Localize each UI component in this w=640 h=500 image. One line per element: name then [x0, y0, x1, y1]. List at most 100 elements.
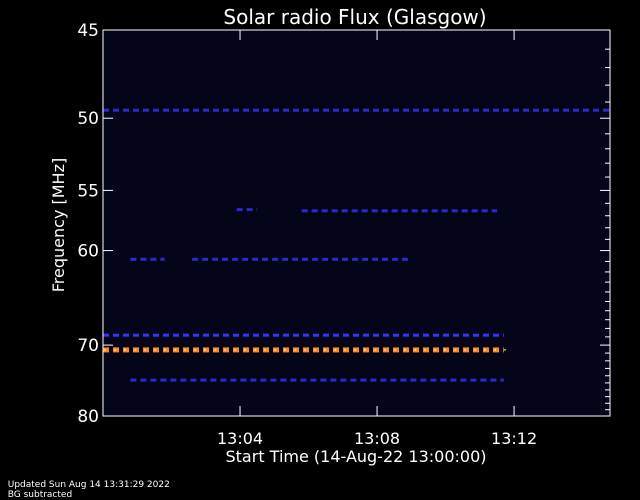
band-segment	[333, 108, 339, 112]
band-segment	[372, 257, 379, 261]
band-segment	[220, 378, 227, 382]
band-segment	[450, 378, 457, 382]
band-segment	[490, 378, 497, 382]
band-segment	[252, 257, 259, 261]
band-segment	[362, 257, 369, 261]
band-segment	[190, 378, 197, 382]
band-segment	[361, 209, 368, 213]
band-core	[454, 349, 456, 351]
band-segment	[491, 209, 497, 213]
band-segment	[202, 257, 209, 261]
band-segment	[333, 333, 339, 337]
band-segment	[441, 209, 448, 213]
band-segment	[513, 108, 519, 112]
band-segment	[233, 108, 239, 112]
band-segment	[503, 347, 504, 353]
band-segment	[403, 108, 409, 112]
band-core	[274, 349, 276, 351]
band-segment	[293, 333, 299, 337]
band-segment	[413, 333, 419, 337]
band-segment	[401, 209, 408, 213]
band-segment	[222, 257, 229, 261]
band-segment	[343, 333, 349, 337]
y-tick-label: 50	[77, 109, 99, 129]
band-segment	[533, 108, 539, 112]
band-core	[344, 349, 346, 351]
y-tick-label: 55	[77, 181, 99, 201]
band-segment	[461, 209, 468, 213]
band-segment	[573, 108, 579, 112]
band-segment	[500, 378, 504, 382]
band-core	[174, 349, 176, 351]
band-segment	[280, 378, 287, 382]
band-segment	[360, 378, 367, 382]
band-segment	[563, 108, 569, 112]
band-core	[464, 349, 466, 351]
band-segment	[212, 257, 219, 261]
band-segment	[183, 108, 189, 112]
band-core	[234, 349, 236, 351]
band-segment	[480, 378, 487, 382]
band-segment	[312, 257, 319, 261]
band-core	[214, 349, 216, 351]
band-segment	[140, 378, 147, 382]
band-segment	[193, 108, 199, 112]
band-segment	[133, 333, 139, 337]
band-segment	[391, 209, 398, 213]
band-segment	[236, 208, 243, 212]
band-segment	[410, 378, 417, 382]
band-segment	[193, 333, 199, 337]
band-core	[354, 349, 356, 351]
band-segment	[342, 257, 349, 261]
band-segment	[301, 209, 308, 213]
band-segment	[503, 108, 509, 112]
band-segment	[282, 257, 289, 261]
y-tick-label: 80	[77, 407, 99, 427]
band-segment	[243, 108, 249, 112]
band-segment	[431, 209, 438, 213]
band-segment	[331, 209, 338, 213]
band-segment	[332, 257, 339, 261]
band-segment	[292, 257, 299, 261]
band-segment	[323, 333, 329, 337]
band-segment	[273, 333, 279, 337]
band-segment	[463, 333, 469, 337]
band-segment	[260, 378, 267, 382]
band-segment	[140, 257, 147, 261]
y-tick-label: 45	[77, 21, 99, 41]
band-segment	[370, 378, 377, 382]
band-segment	[273, 108, 279, 112]
band-segment	[250, 378, 257, 382]
band-core	[504, 349, 506, 351]
band-segment	[471, 209, 478, 213]
band-segment	[322, 257, 329, 261]
band-segment	[380, 378, 387, 382]
band-core	[254, 349, 256, 351]
band-core	[324, 349, 326, 351]
band-segment	[256, 208, 258, 212]
band-segment	[203, 333, 209, 337]
spectrogram-chart: Solar radio Flux (Glasgow) 13:04 13:08 13:…	[49, 5, 611, 466]
band-segment	[320, 378, 327, 382]
emission-bands	[103, 108, 609, 382]
band-segment	[243, 333, 249, 337]
band-segment	[300, 378, 307, 382]
band-segment	[230, 378, 237, 382]
y-tick-label: 70	[77, 336, 99, 356]
band-segment	[440, 378, 447, 382]
band-segment	[433, 108, 439, 112]
band-segment	[353, 333, 359, 337]
band-core	[314, 349, 316, 351]
band-segment	[240, 378, 247, 382]
band-segment	[123, 333, 129, 337]
band-segment	[460, 378, 467, 382]
band-segment	[493, 333, 499, 337]
band-core	[474, 349, 476, 351]
band-segment	[210, 378, 217, 382]
band-core	[484, 349, 486, 351]
band-segment	[223, 108, 229, 112]
band-core	[294, 349, 296, 351]
band-segment	[443, 108, 449, 112]
axis-ticks: 13:04 13:08 13:12 45 50 55 60 70 80	[77, 21, 610, 448]
band-core	[114, 349, 116, 351]
